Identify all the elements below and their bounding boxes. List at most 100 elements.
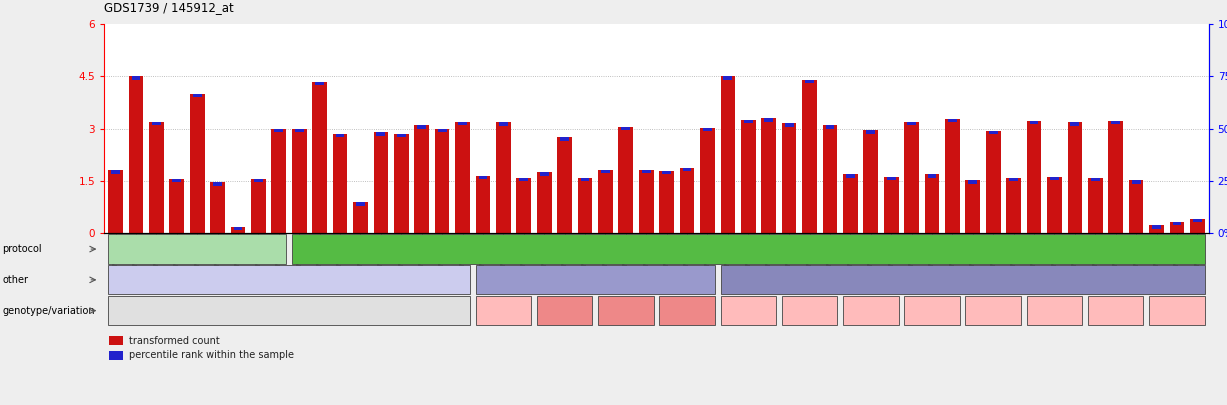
Bar [517, 178, 531, 233]
Bar [353, 202, 368, 233]
Bar [578, 178, 593, 233]
Bar [152, 122, 161, 125]
Bar [458, 122, 467, 125]
Bar [822, 125, 837, 233]
Text: percentile rank within the sample: percentile rank within the sample [129, 350, 293, 360]
Bar [1108, 121, 1123, 233]
Bar [1169, 222, 1184, 233]
Bar [1006, 178, 1021, 233]
Bar [1091, 178, 1099, 181]
Bar [210, 183, 225, 233]
Bar [1067, 122, 1082, 233]
Bar [1150, 225, 1164, 233]
Bar [148, 122, 163, 233]
Text: wg: wg [557, 306, 572, 315]
Bar [373, 132, 388, 233]
Bar [434, 129, 449, 233]
Bar [1190, 219, 1205, 233]
Bar [129, 77, 144, 233]
Bar [680, 168, 694, 233]
Bar [864, 130, 879, 233]
Bar [131, 77, 140, 80]
Bar [455, 122, 470, 233]
Bar [682, 168, 692, 171]
Bar [1088, 178, 1103, 233]
Bar [254, 179, 263, 183]
Bar [966, 180, 980, 233]
Bar [720, 77, 735, 233]
Text: loss of function: loss of function [558, 275, 632, 285]
Bar [438, 129, 447, 132]
Bar [601, 170, 610, 173]
Bar [1152, 225, 1161, 229]
Bar [417, 125, 426, 129]
Bar [1027, 121, 1042, 233]
Bar [987, 131, 1000, 233]
Bar [519, 178, 528, 181]
Bar [377, 132, 385, 136]
Bar [866, 130, 875, 134]
Bar [883, 177, 898, 233]
Bar [231, 227, 245, 233]
Bar [802, 80, 817, 233]
Text: wild type: wild type [266, 306, 312, 315]
Bar [948, 119, 957, 122]
Text: Dl: Dl [621, 306, 631, 315]
Bar [292, 129, 307, 233]
Bar [741, 120, 756, 233]
Bar [557, 137, 572, 233]
Text: EGFR: EGFR [735, 306, 762, 315]
Bar [762, 118, 775, 233]
Text: GFP positive: GFP positive [718, 244, 779, 254]
Bar [190, 94, 205, 233]
Bar [499, 122, 508, 126]
Bar [782, 124, 796, 233]
Bar [476, 175, 491, 233]
Bar [1010, 178, 1018, 181]
Bar [315, 82, 324, 85]
Bar [904, 122, 919, 233]
Text: other: other [2, 275, 28, 285]
Text: gain of function: gain of function [924, 275, 1001, 285]
Bar [703, 128, 712, 131]
Text: Tkv: Tkv [1107, 306, 1124, 315]
Bar [172, 179, 182, 183]
Bar [1173, 222, 1182, 225]
Bar [1070, 122, 1080, 126]
Bar [112, 170, 120, 174]
Bar [1129, 180, 1144, 233]
Bar [928, 175, 936, 178]
Bar [336, 134, 345, 137]
Bar [580, 178, 589, 181]
Text: Pnt: Pnt [985, 306, 1001, 315]
Text: Arm: Arm [861, 306, 881, 315]
Bar [252, 179, 266, 233]
Bar [968, 180, 977, 183]
Bar [193, 94, 201, 97]
Text: Arm, Ras: Arm, Ras [910, 306, 955, 315]
Bar [663, 171, 671, 175]
Bar [275, 129, 283, 132]
Bar [271, 129, 286, 233]
Bar [1047, 177, 1061, 233]
Text: spi: spi [496, 306, 510, 315]
Bar [945, 119, 960, 233]
Text: Imd: Imd [677, 306, 696, 315]
Bar [1193, 219, 1201, 222]
Bar [233, 227, 243, 230]
Bar [598, 170, 612, 233]
Bar [989, 131, 998, 134]
Bar [826, 125, 834, 129]
Bar [805, 80, 814, 83]
Bar [701, 128, 715, 233]
Bar [415, 125, 429, 233]
Text: Notch: Notch [1162, 306, 1191, 315]
Bar [496, 122, 510, 233]
Bar [396, 134, 406, 137]
Text: transformed count: transformed count [129, 336, 220, 345]
Bar [561, 137, 569, 141]
Bar [1029, 121, 1038, 124]
Bar [1112, 121, 1120, 124]
Bar [642, 170, 650, 173]
Bar [540, 172, 548, 175]
